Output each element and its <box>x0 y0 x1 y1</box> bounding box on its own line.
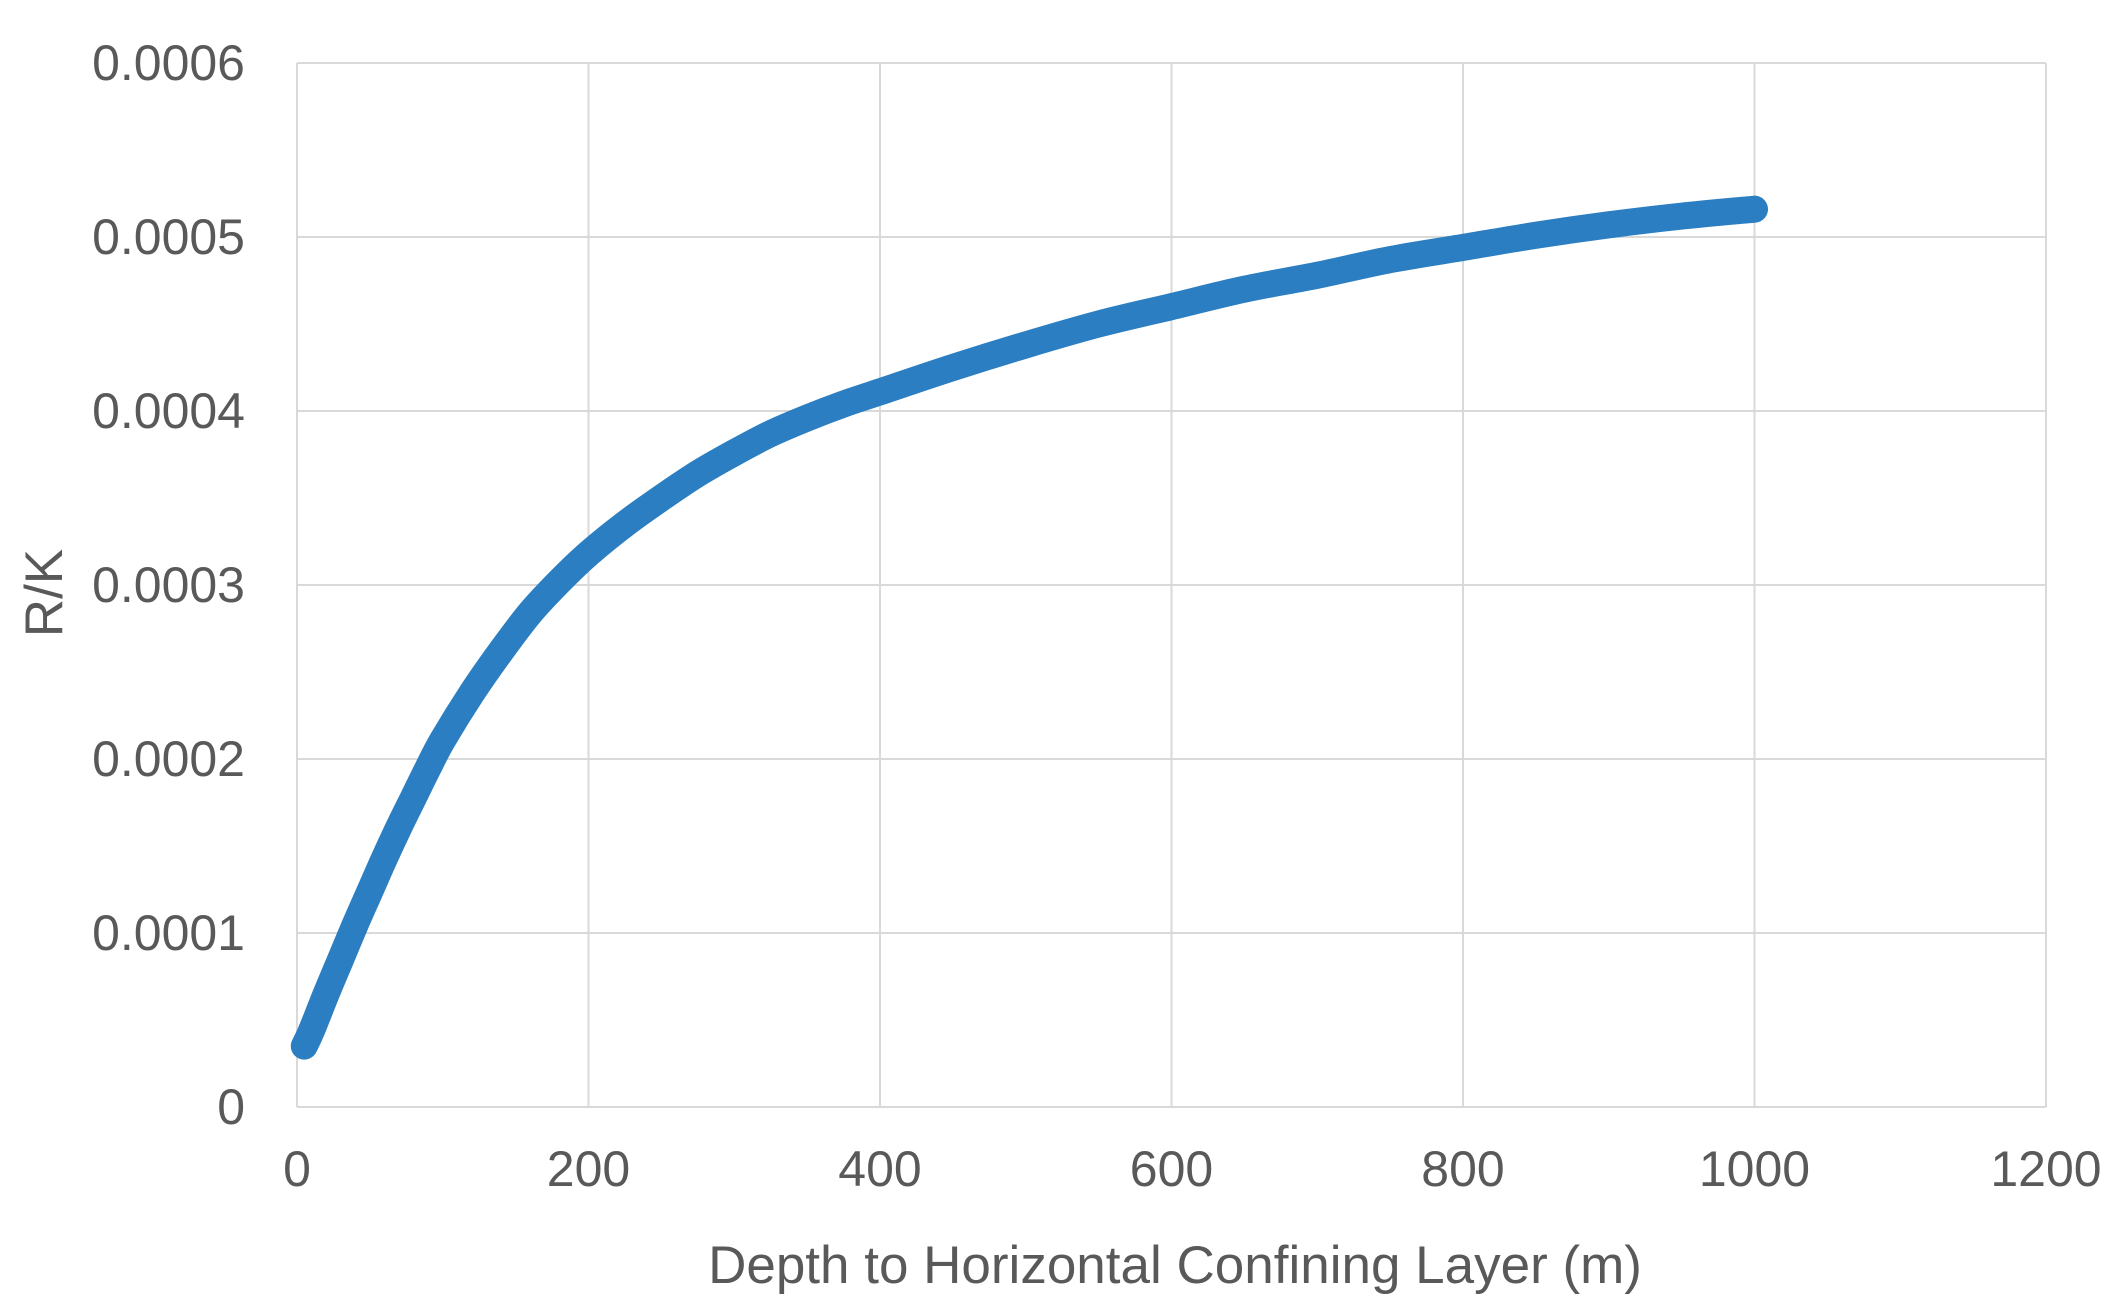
data-point <box>1741 196 1768 223</box>
label-layer: Depth to Horizontal Confining Layer (m) … <box>15 549 1642 1295</box>
x-tick-label: 800 <box>1421 1141 1504 1197</box>
y-axis-title: R/K <box>15 549 74 637</box>
data-point <box>371 845 398 872</box>
x-tick-label: 400 <box>838 1141 921 1197</box>
data-point <box>1450 234 1476 261</box>
data-point <box>867 378 893 405</box>
data-point <box>1158 293 1185 320</box>
data-point <box>575 540 602 567</box>
x-tick-label: 600 <box>1130 1141 1213 1197</box>
data-point <box>313 980 340 1007</box>
axis-layer: 0 0.0001 0.0002 0.0003 0.0004 0.0005 0.0006 0 20… <box>92 35 2102 1197</box>
data-point <box>1595 211 1622 238</box>
data-point <box>356 878 383 905</box>
data-point <box>429 726 456 753</box>
x-tick-label: 200 <box>547 1141 630 1197</box>
data-point <box>1085 311 1112 337</box>
x-tick-label: 0 <box>283 1141 311 1197</box>
data-point <box>684 460 711 487</box>
data-point <box>1012 331 1039 358</box>
x-axis-title: Depth to Horizontal Confining Layer (m) <box>708 1236 1642 1295</box>
data-point <box>327 946 354 973</box>
y-tick-label: 0.0003 <box>92 557 245 613</box>
data-point <box>611 511 638 538</box>
series-layer <box>290 195 1768 1060</box>
data-point <box>458 679 485 706</box>
data-point <box>1304 262 1331 289</box>
y-tick-label: 0.0001 <box>92 905 245 961</box>
data-point <box>1668 203 1695 230</box>
data-point <box>757 420 784 447</box>
y-tick-label: 0.0005 <box>92 209 245 265</box>
data-point <box>298 1017 325 1044</box>
y-tick-label: 0.0002 <box>92 731 245 787</box>
data-point <box>415 754 442 781</box>
data-point <box>488 638 515 665</box>
data-point <box>939 354 966 381</box>
data-point <box>648 485 675 511</box>
data-point <box>1522 222 1549 249</box>
data-point <box>1377 246 1404 273</box>
x-tick-label: 1000 <box>1699 1141 1810 1197</box>
data-point <box>721 439 748 466</box>
data-point <box>517 599 544 626</box>
data-point <box>386 813 413 840</box>
data-point <box>1231 276 1258 303</box>
y-tick-label: 0.0004 <box>92 383 245 439</box>
data-point <box>794 404 821 431</box>
x-tick-label: 1200 <box>1990 1141 2101 1197</box>
y-tick-label: 0.0006 <box>92 35 245 91</box>
data-point <box>546 568 573 595</box>
data-point <box>830 391 857 418</box>
data-point <box>342 911 369 938</box>
y-tick-label: 0 <box>217 1079 245 1135</box>
data-point <box>400 784 427 811</box>
